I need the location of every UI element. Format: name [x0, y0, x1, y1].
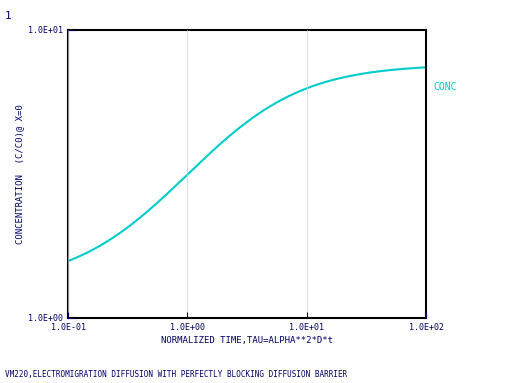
- X-axis label: NORMALIZED TIME,TAU=ALPHA**2*D*t: NORMALIZED TIME,TAU=ALPHA**2*D*t: [161, 336, 333, 345]
- Text: CONC: CONC: [433, 82, 457, 92]
- Text: VM220,ELECTROMIGRATION DIFFUSION WITH PERFECTLY BLOCKING DIFFUSION BARRIER: VM220,ELECTROMIGRATION DIFFUSION WITH PE…: [5, 370, 347, 379]
- Text: 1: 1: [5, 11, 12, 21]
- Y-axis label: CONCENTRATION  (C/C0)@ X=0: CONCENTRATION (C/C0)@ X=0: [15, 104, 24, 244]
